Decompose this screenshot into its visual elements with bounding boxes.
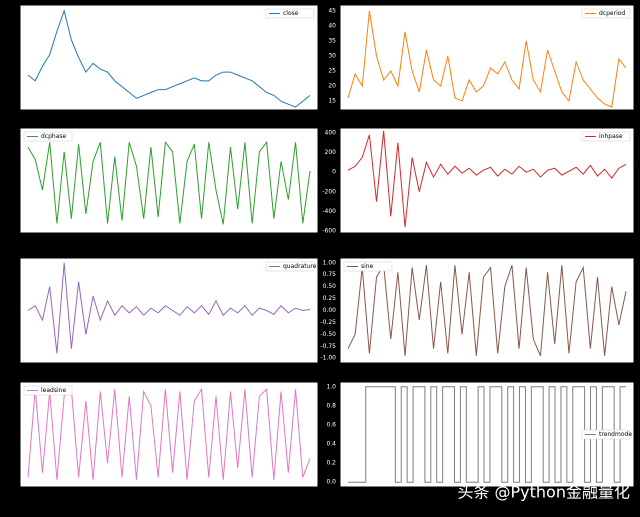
y-tick-label: 0.0 — [326, 479, 336, 486]
legend-box — [581, 131, 631, 142]
y-tick-label: 0.75 — [323, 271, 337, 278]
y-tick-label: 15 — [328, 98, 336, 105]
legend-label: close — [283, 10, 299, 17]
y-tick-label: -200 — [322, 188, 336, 195]
panel — [19, 127, 319, 234]
panel — [339, 4, 635, 111]
y-tick-label: -400 — [322, 208, 336, 215]
y-tick-label: 0.50 — [323, 283, 337, 290]
y-tick-label: -0.25 — [320, 319, 336, 326]
legend-box — [23, 131, 73, 142]
y-tick-label: 0.6 — [326, 421, 336, 428]
y-tick-label: 200 — [325, 149, 337, 156]
series-line — [348, 386, 626, 483]
y-tick-label: 0.2 — [326, 460, 336, 467]
series-line — [347, 10, 627, 108]
legend-label: trendmode — [599, 431, 632, 438]
panel — [19, 257, 319, 364]
legend-box — [581, 8, 631, 19]
panel — [339, 257, 635, 364]
legend-box — [265, 8, 315, 19]
legend-label: dcperiod — [599, 10, 625, 17]
legend-box — [23, 385, 73, 396]
legend-label: sine — [361, 263, 374, 270]
y-tick-label: 20 — [328, 83, 336, 90]
legend-box — [581, 429, 631, 440]
series-line — [27, 387, 311, 480]
series-line — [27, 9, 311, 108]
watermark: 头条 @Python金融量化 — [457, 483, 630, 502]
y-tick-label: 0.4 — [326, 441, 336, 448]
legend-label: quadrature — [283, 263, 317, 270]
y-tick-label: 30 — [328, 53, 336, 60]
series-line — [347, 263, 627, 357]
y-tick-label: 0 — [332, 169, 336, 176]
y-tick-label: 0.25 — [323, 295, 337, 302]
y-tick-label: 1.0 — [326, 383, 336, 390]
legend-label: leadsine — [41, 387, 66, 394]
legend-box — [265, 261, 315, 272]
legend-box — [343, 261, 393, 272]
y-tick-label: 45 — [328, 8, 336, 15]
legend-label: dcphase — [41, 133, 67, 140]
y-tick-label: -0.50 — [320, 331, 336, 338]
y-tick-label: -0.75 — [320, 343, 336, 350]
series-line — [347, 130, 627, 228]
y-tick-label: 35 — [328, 38, 336, 45]
y-tick-label: 40 — [328, 23, 336, 30]
series-line — [27, 262, 311, 354]
legend-label: inhpase — [599, 133, 623, 140]
y-tick-label: 400 — [325, 129, 337, 136]
series-line — [27, 140, 311, 225]
y-tick-label: -600 — [322, 228, 336, 235]
y-tick-label: 25 — [328, 68, 336, 75]
y-tick-label: 0.8 — [326, 402, 336, 409]
y-tick-label: 0.00 — [323, 307, 337, 314]
y-tick-label: 1.00 — [323, 259, 337, 266]
panel — [339, 127, 635, 234]
panel — [19, 4, 319, 111]
y-tick-label: -1.00 — [320, 355, 336, 362]
